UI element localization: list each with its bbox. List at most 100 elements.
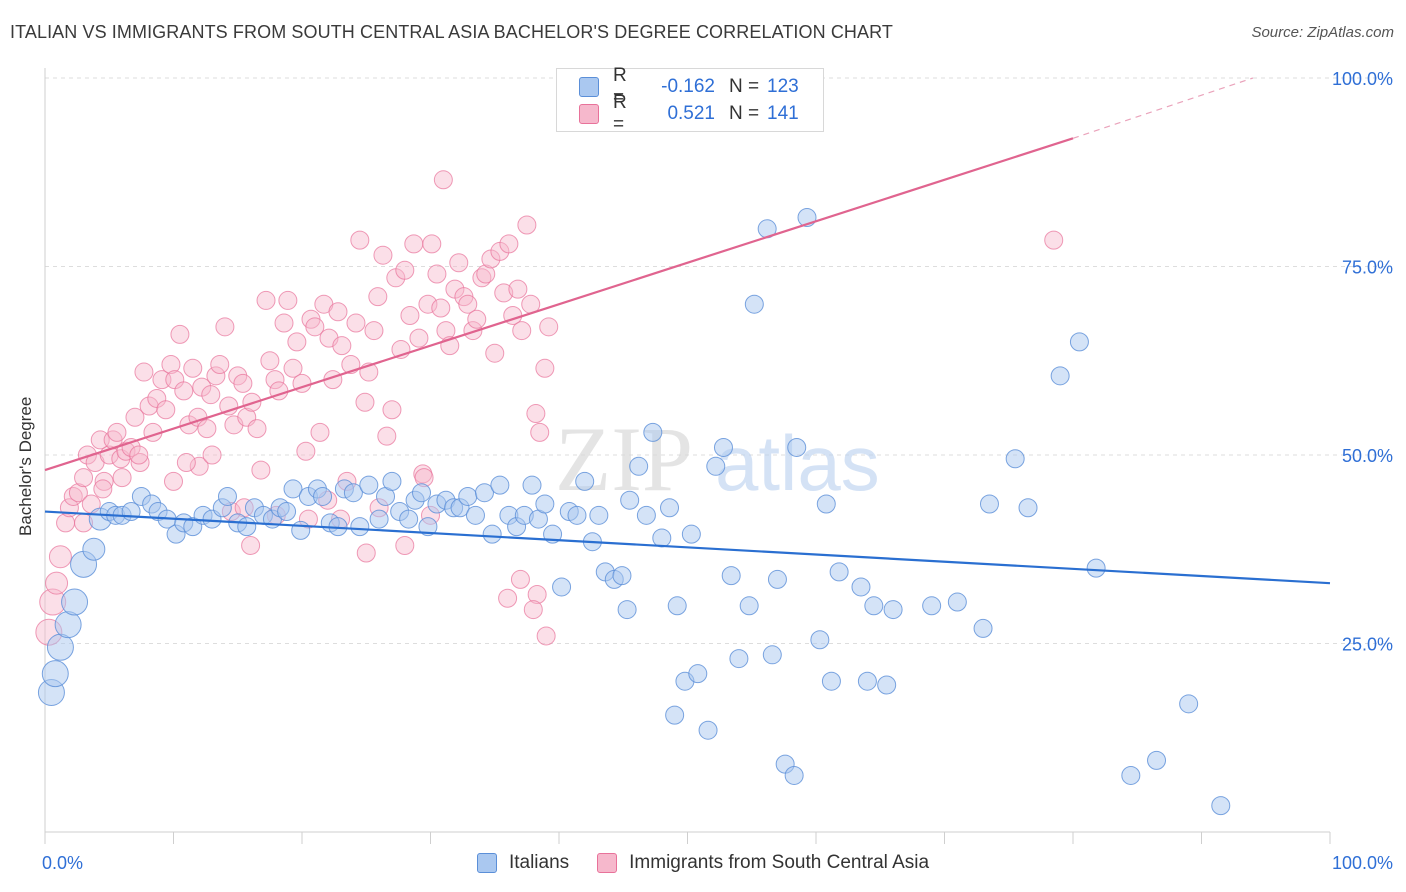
data-point-immigrants bbox=[197, 419, 217, 439]
data-point-immigrants bbox=[241, 535, 261, 555]
data-point-immigrants bbox=[536, 626, 556, 646]
data-point-italians bbox=[1050, 366, 1070, 386]
data-point-immigrants bbox=[346, 313, 366, 333]
data-point-immigrants bbox=[409, 328, 429, 348]
data-point-immigrants bbox=[107, 422, 127, 442]
n-label: N = bbox=[729, 103, 760, 124]
data-point-italians bbox=[41, 660, 69, 688]
data-point-italians bbox=[399, 509, 419, 529]
grid-lines bbox=[45, 77, 1392, 644]
x-tick-label-min: 0.0% bbox=[42, 853, 83, 873]
data-point-immigrants bbox=[174, 381, 194, 401]
legend-label-immigrants: Immigrants from South Central Asia bbox=[629, 852, 930, 873]
data-point-italians bbox=[681, 524, 701, 544]
data-point-italians bbox=[277, 502, 297, 522]
data-point-immigrants bbox=[467, 309, 487, 329]
r-value: 0.521 bbox=[667, 103, 715, 124]
data-point-italians bbox=[762, 645, 782, 665]
data-point-italians bbox=[688, 664, 708, 684]
data-point-italians bbox=[744, 294, 764, 314]
y-tick-label: 100.0% bbox=[1332, 69, 1393, 89]
watermark-atlas: atlas bbox=[715, 419, 880, 507]
data-point-immigrants bbox=[296, 441, 316, 461]
trendline-italians bbox=[44, 510, 1331, 585]
data-point-immigrants bbox=[183, 358, 203, 378]
data-point-immigrants bbox=[265, 370, 285, 390]
data-point-italians bbox=[121, 502, 141, 522]
r-label: R = bbox=[613, 92, 627, 135]
data-point-immigrants bbox=[485, 343, 505, 363]
data-point-immigrants bbox=[48, 545, 72, 569]
data-point-immigrants bbox=[77, 445, 97, 465]
data-point-immigrants bbox=[74, 468, 94, 488]
data-point-italians bbox=[552, 577, 572, 597]
data-point-italians bbox=[979, 494, 999, 514]
data-point-immigrants bbox=[510, 569, 530, 589]
data-point-italians bbox=[283, 479, 303, 499]
data-point-immigrants bbox=[431, 298, 451, 318]
data-point-immigrants bbox=[112, 468, 132, 488]
data-point-immigrants bbox=[129, 445, 149, 465]
data-point-italians bbox=[620, 490, 640, 510]
data-point-italians bbox=[369, 509, 389, 529]
data-point-italians bbox=[784, 765, 804, 785]
series-italians-points bbox=[37, 207, 1231, 816]
legend-item-italians: Italians bbox=[476, 852, 569, 874]
data-point-italians bbox=[1121, 765, 1141, 785]
data-point-italians bbox=[313, 486, 333, 506]
data-point-immigrants bbox=[161, 355, 181, 375]
data-point-italians bbox=[382, 471, 402, 491]
data-point-italians bbox=[829, 562, 849, 582]
data-point-italians bbox=[612, 566, 632, 586]
data-point-immigrants bbox=[472, 268, 492, 288]
data-point-italians bbox=[350, 517, 370, 537]
data-point-immigrants bbox=[215, 317, 235, 337]
data-point-immigrants bbox=[189, 456, 209, 476]
data-point-immigrants bbox=[125, 407, 145, 427]
series-immigrants-points bbox=[35, 170, 1064, 646]
data-point-immigrants bbox=[201, 385, 221, 405]
data-point-immigrants bbox=[176, 453, 196, 473]
y-tick-label: 50.0% bbox=[1342, 446, 1393, 466]
data-point-immigrants bbox=[130, 453, 150, 473]
data-point-italians bbox=[54, 611, 82, 639]
y-tick-label: 25.0% bbox=[1342, 635, 1393, 655]
stats-row-italians: R = -0.162 N = 123 bbox=[579, 65, 799, 108]
data-point-immigrants bbox=[210, 355, 230, 375]
data-point-italians bbox=[721, 566, 741, 586]
data-point-immigrants bbox=[350, 230, 370, 250]
stats-row-immigrants: R = 0.521 N = 141 bbox=[579, 92, 799, 135]
data-point-italians bbox=[713, 437, 733, 457]
data-point-italians bbox=[883, 600, 903, 620]
n-label: N = bbox=[729, 76, 760, 97]
data-point-italians bbox=[1086, 558, 1106, 578]
r-label: R = bbox=[613, 65, 627, 108]
data-point-italians bbox=[636, 505, 656, 525]
data-point-immigrants bbox=[512, 321, 532, 341]
tick-labels: 25.0% 50.0% 75.0% 100.0% 0.0% 100.0% bbox=[42, 69, 1393, 873]
data-point-italians bbox=[787, 437, 807, 457]
data-point-italians bbox=[729, 649, 749, 669]
data-point-italians bbox=[82, 537, 106, 561]
data-point-immigrants bbox=[364, 321, 384, 341]
data-point-immigrants bbox=[526, 404, 546, 424]
data-point-immigrants bbox=[93, 479, 113, 499]
chart-legend: Italians Immigrants from South Central A… bbox=[0, 852, 1406, 874]
data-point-immigrants bbox=[202, 445, 222, 465]
data-point-italians bbox=[61, 588, 89, 616]
data-point-immigrants bbox=[94, 471, 114, 491]
data-point-immigrants bbox=[458, 294, 478, 314]
axes bbox=[44, 68, 1331, 844]
data-point-italians bbox=[1211, 796, 1231, 816]
data-point-immigrants bbox=[530, 422, 550, 442]
data-point-immigrants bbox=[539, 317, 559, 337]
trendline-immigrants-extension bbox=[1072, 77, 1254, 139]
data-point-immigrants bbox=[535, 358, 555, 378]
data-point-immigrants bbox=[433, 170, 453, 190]
data-point-italians bbox=[617, 600, 637, 620]
data-point-immigrants bbox=[63, 486, 83, 506]
data-point-italians bbox=[217, 486, 237, 506]
data-point-immigrants bbox=[368, 287, 388, 307]
data-point-immigrants bbox=[476, 264, 496, 284]
legend-item-immigrants: Immigrants from South Central Asia bbox=[597, 852, 929, 874]
